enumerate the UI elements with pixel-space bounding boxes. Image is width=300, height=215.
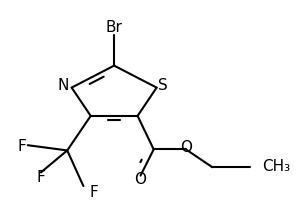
Text: F: F — [89, 185, 98, 200]
Text: F: F — [37, 170, 45, 185]
Text: F: F — [17, 139, 26, 154]
Text: N: N — [57, 78, 68, 93]
Text: S: S — [158, 78, 167, 93]
Text: Br: Br — [106, 20, 123, 35]
Text: O: O — [134, 172, 146, 187]
Text: CH₃: CH₃ — [262, 159, 290, 174]
Text: O: O — [180, 140, 192, 155]
